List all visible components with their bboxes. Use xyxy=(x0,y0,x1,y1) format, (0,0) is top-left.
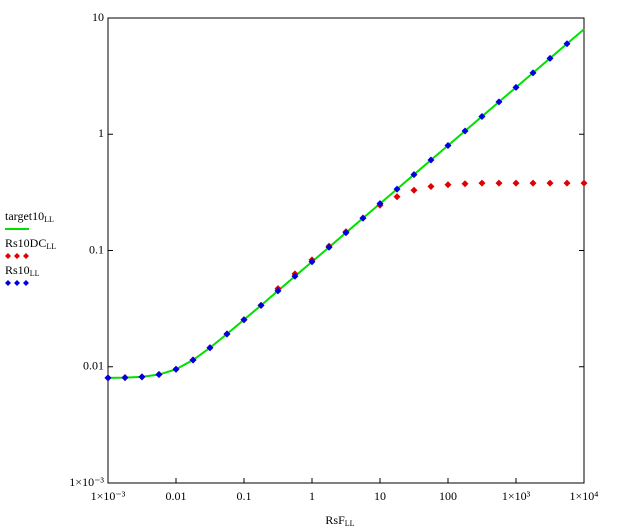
data-point xyxy=(546,179,554,187)
data-point xyxy=(580,179,588,187)
legend-swatch xyxy=(5,280,11,286)
data-point xyxy=(223,330,231,338)
y-tick-label: 0.01 xyxy=(83,359,104,373)
x-tick-label: 1 xyxy=(309,489,315,503)
series-line xyxy=(107,28,585,379)
plot-frame xyxy=(107,17,585,484)
legend-label: target10LL xyxy=(5,209,54,224)
x-axis-label: RsFLL xyxy=(325,513,354,528)
y-tick-label: 0.1 xyxy=(89,242,104,256)
legend-name: target10 xyxy=(5,209,44,223)
x-tick-label: 1×10³ xyxy=(502,489,531,503)
data-point xyxy=(155,371,163,379)
data-point xyxy=(104,374,112,382)
data-point xyxy=(206,344,214,352)
data-point xyxy=(121,374,129,382)
data-point xyxy=(325,243,333,251)
data-point xyxy=(495,98,503,106)
data-point xyxy=(189,356,197,364)
data-point xyxy=(478,179,486,187)
y-tick-label: 1 xyxy=(98,126,104,140)
x-tick-label: 100 xyxy=(439,489,457,503)
data-point xyxy=(393,185,401,193)
legend-swatch xyxy=(23,253,29,259)
legend-swatch xyxy=(23,280,29,286)
x-axis-label-text: RsF xyxy=(325,513,345,527)
data-point xyxy=(529,69,537,77)
data-point xyxy=(240,316,248,324)
data-point xyxy=(291,272,299,280)
legend-swatch xyxy=(5,253,11,259)
legend-label: Rs10LL xyxy=(5,263,40,278)
data-point xyxy=(512,83,520,91)
data-point xyxy=(529,179,537,187)
legend-name: Rs10 xyxy=(5,263,30,277)
data-point xyxy=(444,142,452,150)
data-point xyxy=(172,365,180,373)
data-point xyxy=(393,193,401,201)
y-tick-label: 1×10⁻³ xyxy=(69,475,104,489)
data-point xyxy=(478,112,486,120)
data-point xyxy=(461,127,469,135)
x-tick-label: 1×10⁴ xyxy=(570,489,599,503)
legend-label: Rs10DCLL xyxy=(5,236,56,251)
data-point xyxy=(427,156,435,164)
legend-subscript: LL xyxy=(46,242,56,251)
data-point xyxy=(512,179,520,187)
data-point xyxy=(495,179,503,187)
data-point xyxy=(376,200,384,208)
data-point xyxy=(359,214,367,222)
data-point xyxy=(444,181,452,189)
data-point xyxy=(308,258,316,266)
legend-subscript: LL xyxy=(44,215,54,224)
data-point xyxy=(342,229,350,237)
data-point xyxy=(410,171,418,179)
legend-swatch xyxy=(14,280,20,286)
data-point xyxy=(274,287,282,295)
x-tick-label: 0.01 xyxy=(166,489,187,503)
data-point xyxy=(427,183,435,191)
x-axis-label-subscript: LL xyxy=(345,519,355,528)
x-tick-label: 0.1 xyxy=(237,489,252,503)
data-point xyxy=(257,301,265,309)
data-point xyxy=(546,54,554,62)
y-tick-label: 10 xyxy=(92,10,104,24)
data-point xyxy=(563,40,571,48)
data-point xyxy=(410,186,418,194)
x-tick-label: 1×10⁻³ xyxy=(91,489,126,503)
legend-subscript: LL xyxy=(30,269,40,278)
legend-swatch xyxy=(14,253,20,259)
legend-name: Rs10DC xyxy=(5,236,46,250)
data-point xyxy=(563,179,571,187)
data-point xyxy=(138,373,146,381)
data-point xyxy=(461,180,469,188)
x-tick-label: 10 xyxy=(374,489,386,503)
